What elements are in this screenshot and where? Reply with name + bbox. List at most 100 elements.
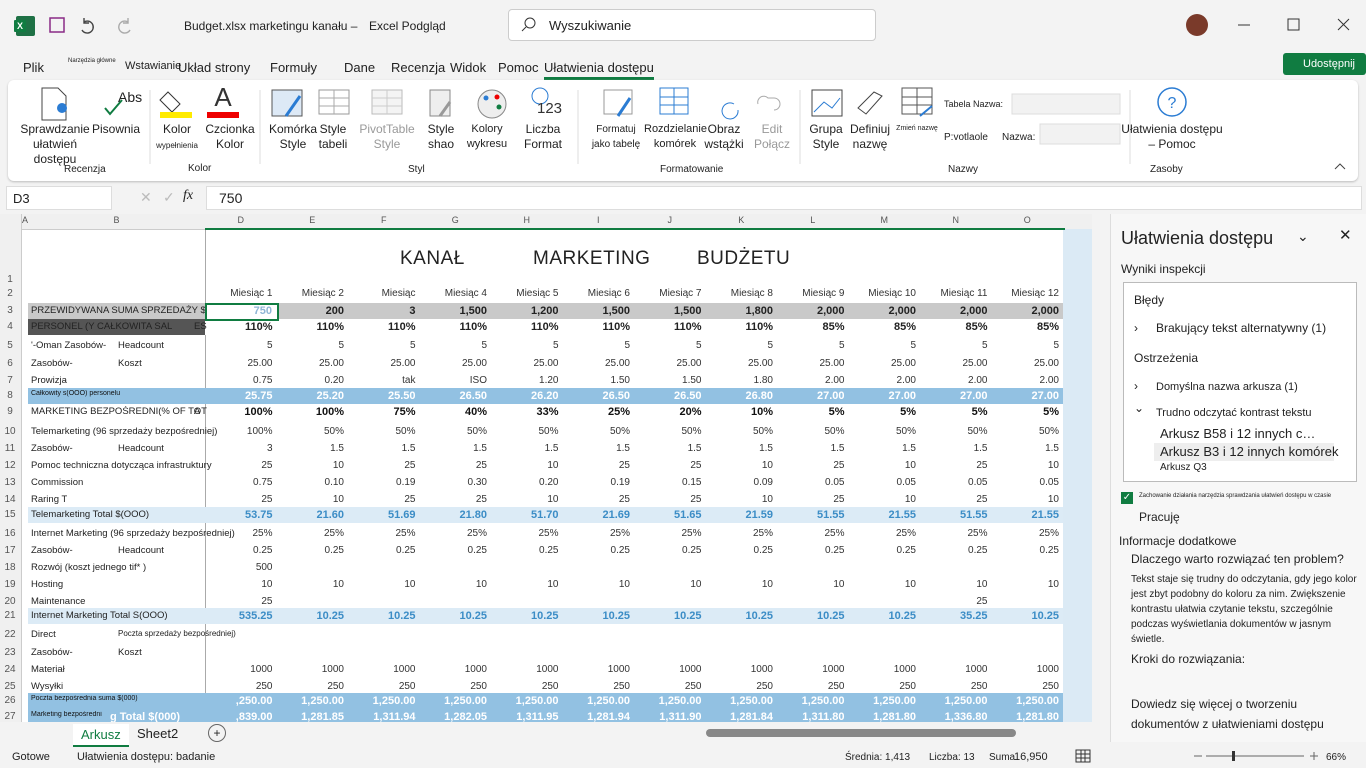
tab-active[interactable]: Ułatwienia dostępu [544, 60, 654, 80]
issue-item[interactable]: Arkusz Q3 [1160, 462, 1207, 473]
enter-icon[interactable]: ✓ [163, 189, 175, 205]
zoom-level[interactable]: 66% [1326, 752, 1347, 763]
tab[interactable]: Dane [344, 60, 376, 75]
search-box[interactable]: Wyszukiwanie [508, 9, 876, 41]
avatar[interactable] [1186, 14, 1208, 36]
cell-value: 3 [409, 305, 416, 317]
cell-value: Miesiąc 2 [301, 288, 344, 299]
ribbon-button[interactable]: Style tabeli [318, 122, 348, 151]
issue[interactable]: Domyślna nazwa arkusza (1) [1156, 381, 1298, 393]
expander[interactable]: ⌄ [1134, 401, 1145, 415]
cell-value: Miesiąc 10 [868, 288, 916, 299]
issue[interactable]: Trudno odczytać kontrast tekstu [1156, 407, 1312, 419]
quick-access[interactable] [48, 16, 148, 36]
status-accessibility[interactable]: Ułatwienia dostępu: badanie [77, 751, 216, 763]
cell-value: 250 [327, 681, 344, 692]
info-text: Tekst staje się trudny do odczytania, gd… [1131, 574, 1357, 645]
cell-value: 25 [690, 494, 702, 505]
row-number: 20 [4, 596, 16, 607]
sheet-tab[interactable]: Arkusz [73, 724, 129, 747]
row-number: 22 [4, 629, 16, 640]
tab[interactable]: Widok [450, 60, 487, 75]
cell-value: 26.50 [673, 390, 702, 402]
row-note: A [194, 406, 201, 417]
ribbon-button[interactable]: Grupa Style [809, 122, 843, 151]
tab[interactable]: Recenzja [391, 60, 446, 75]
row-note: Koszt [118, 647, 142, 658]
cell-value: 1000 [393, 664, 416, 675]
cell-value: Miesiąc 7 [659, 288, 702, 299]
cell-value: 35.25 [959, 610, 988, 622]
ribbon-button[interactable]: Ułatwienia dostępu – Pomoc [1121, 122, 1223, 151]
cell-value: 10.25 [387, 610, 416, 622]
vertical-scrollbar[interactable] [1092, 214, 1110, 742]
cell-value: 10.25 [673, 610, 702, 622]
cell-value: 5 [409, 340, 416, 351]
ribbon-button[interactable]: Czcionka Kolor [205, 122, 255, 151]
ribbon-button[interactable]: wypełnienia [156, 141, 198, 150]
tab[interactable]: Plik [23, 60, 44, 75]
ribbon-button[interactable]: PivotTable Style [359, 122, 415, 151]
cell-value: 25% [395, 528, 416, 539]
ribbon-button[interactable]: Obraz wstążki [704, 122, 744, 151]
horizontal-scrollbar[interactable] [706, 729, 1016, 737]
ribbon-button[interactable]: Zmień nazwę [896, 125, 938, 132]
issue[interactable]: Brakujący tekst alternatywny (1) [1156, 321, 1327, 335]
cell-value: 25 [976, 596, 988, 607]
expander[interactable]: › [1134, 321, 1138, 335]
cancel-icon[interactable]: ✕ [140, 189, 152, 205]
tab[interactable]: Układ strony [178, 60, 251, 75]
ribbon-button[interactable]: Pisownia [91, 122, 141, 136]
share-button[interactable]: Udostępnij [1283, 53, 1366, 75]
ribbon-button[interactable]: Definiuj nazwę [849, 122, 891, 151]
section-label[interactable]: Informacje dodatkowe [1119, 534, 1237, 548]
fx-button[interactable]: fx [183, 188, 194, 203]
row-label: Internet Marketing Total S(OOO) [31, 610, 168, 621]
cell-value: 5 [266, 340, 273, 351]
cell-value: 0.09 [753, 477, 773, 488]
tab[interactable]: Narzędzia główne [68, 58, 116, 64]
window-controls[interactable] [1236, 16, 1356, 34]
ribbon-button[interactable]: Kolor [162, 122, 191, 136]
cell-value: 1,250.00 [944, 695, 988, 707]
sheet-title: MARKETING [533, 248, 651, 269]
ribbon-button[interactable]: Sprawdzanie ułatwień dostępu [20, 122, 90, 166]
checkbox[interactable]: ✓ [1121, 492, 1133, 504]
view-zoom-controls[interactable] [1074, 748, 1324, 766]
cell-value: 25.50 [387, 390, 416, 402]
cell-value: 21.69 [602, 509, 630, 521]
ribbon-button[interactable]: Style shao [427, 122, 455, 151]
expander[interactable]: › [1134, 379, 1138, 393]
issue-item[interactable]: Arkusz B58 i 12 innych c… [1160, 426, 1316, 441]
cell-value: 5 [767, 340, 773, 351]
cell-value: 53.75 [244, 509, 273, 521]
issue-item[interactable]: Arkusz B3 i 12 innych komórek [1160, 444, 1339, 459]
worksheet[interactable]: A B D E F G H I J K L M N O KANAŁ MARKETING BUDŻETU 1 2 Mie… [0, 214, 1092, 742]
ribbon-button[interactable]: Edit Połącz [753, 122, 791, 151]
tab[interactable]: Formuły [270, 60, 317, 75]
cell-value: 5 [1053, 340, 1059, 351]
tab[interactable]: Pomoc [498, 60, 539, 75]
column-letter: D [237, 215, 245, 225]
ribbon-button[interactable]: Liczba Format [523, 122, 562, 151]
row-label: Zasobów- [31, 647, 73, 658]
name-box[interactable]: D3 [6, 186, 112, 210]
formula-input[interactable]: 750 [206, 186, 1362, 210]
ribbon-button[interactable]: Komórka Style [268, 122, 318, 151]
learn-link[interactable]: Dowiedz się więcej o tworzeniu dokumentó… [1131, 697, 1324, 731]
ribbon-button[interactable]: Formatuj jako tabelę [591, 124, 641, 150]
cell-value: 0.25 [968, 545, 988, 556]
tab[interactable]: Wstawianie [125, 60, 182, 72]
ribbon-button[interactable]: Rozdzielanie komórek [644, 123, 707, 150]
pane-close[interactable]: ✕ [1339, 227, 1352, 244]
cell-value: 10.25 [888, 610, 916, 622]
cell-value: 50% [1038, 426, 1059, 437]
ribbon-button[interactable]: Kolory wykresu [466, 123, 508, 150]
cell-value: Miesiąc 1 [230, 288, 273, 299]
pane-options[interactable]: ⌄ [1297, 228, 1309, 244]
cell-value[interactable]: 750 [253, 305, 272, 317]
add-sheet[interactable]: + [208, 724, 226, 742]
cell-value: 1,281.85 [301, 711, 344, 723]
sheet-tab[interactable]: Sheet2 [137, 726, 179, 741]
cell-value: 10 [332, 494, 344, 505]
